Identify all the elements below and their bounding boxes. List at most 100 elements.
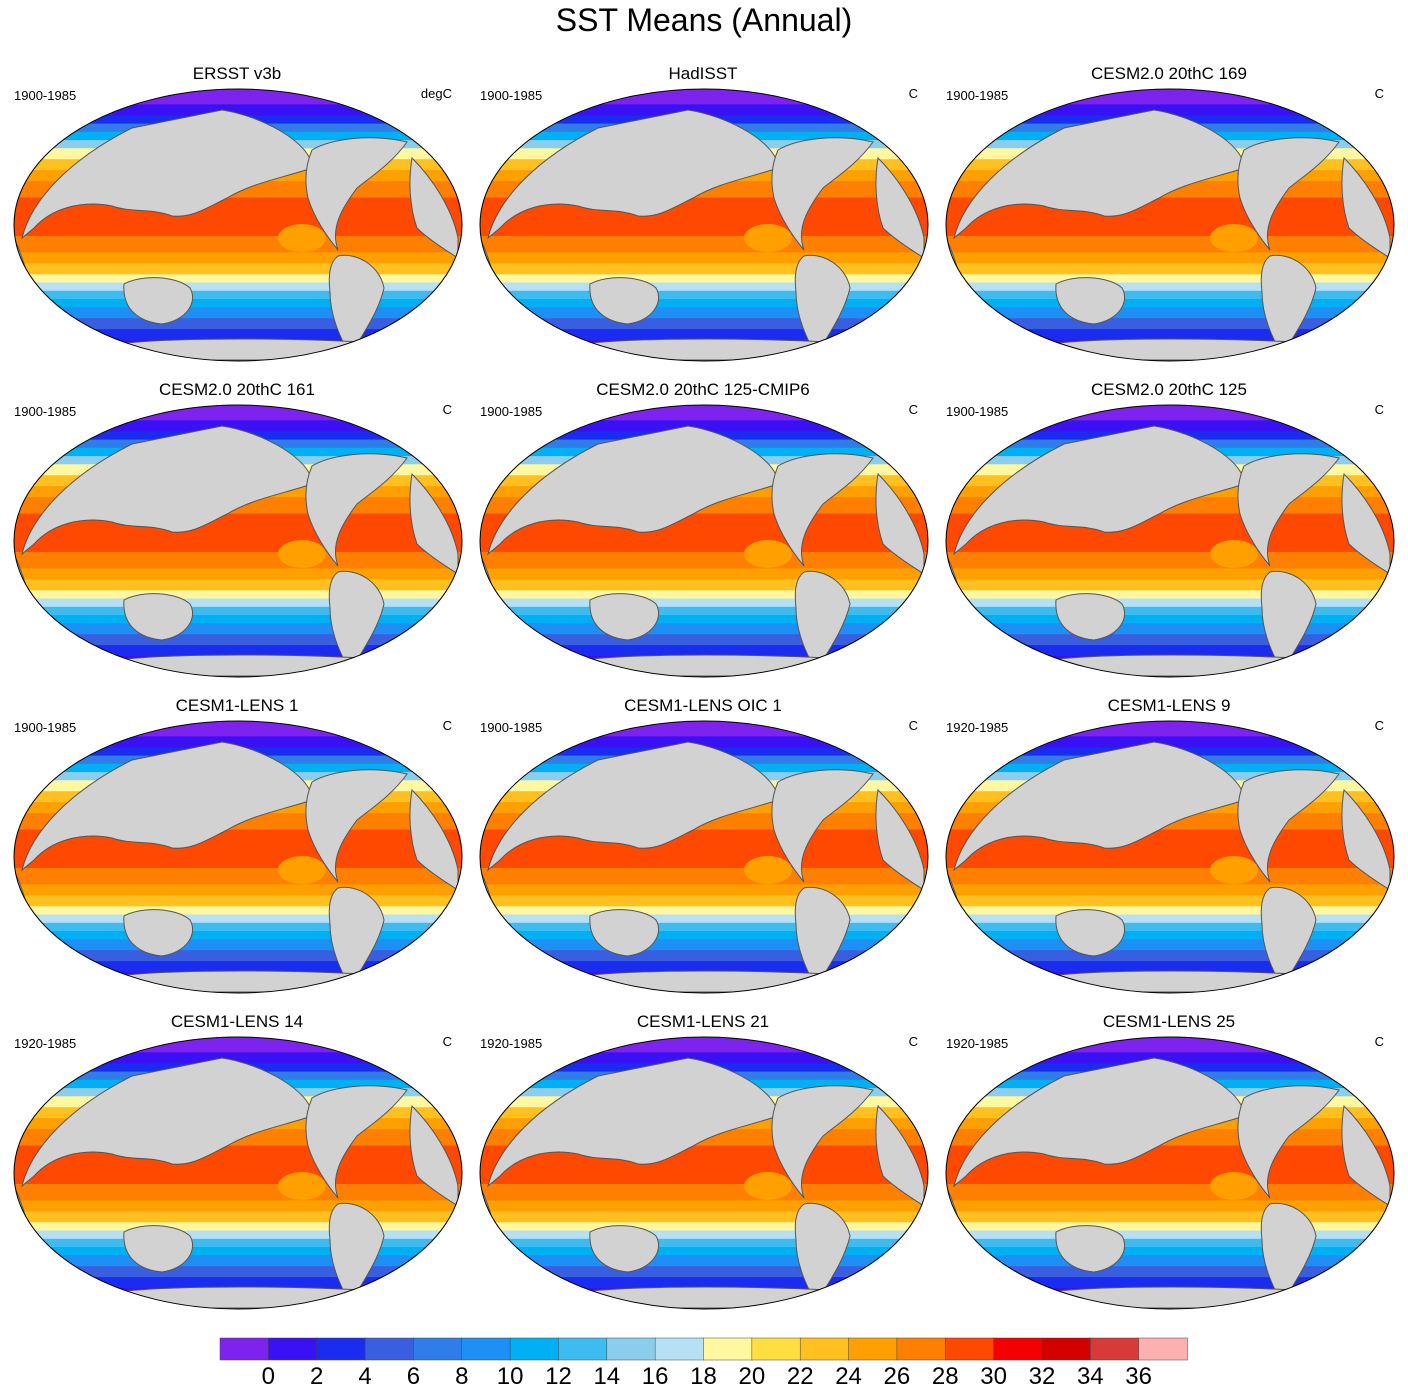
colorbar-swatch — [461, 1337, 511, 1361]
sst-band — [946, 1184, 1394, 1201]
sst-band — [14, 307, 462, 319]
sst-band — [946, 922, 1394, 932]
sst-band — [14, 290, 462, 300]
sst-band — [946, 931, 1394, 940]
landmass — [487, 1057, 779, 1188]
sst-band — [946, 290, 1394, 300]
colorbar-label: 8 — [455, 1363, 468, 1390]
panel-units: C — [908, 86, 918, 101]
colorbar-swatch — [1041, 1337, 1092, 1361]
colorbar-label: 20 — [738, 1363, 765, 1390]
sst-band — [14, 961, 462, 973]
map-panel: CESM2.0 20thC 161 1900-1985 C — [4, 380, 470, 696]
panel-period: 1900-1985 — [480, 720, 543, 735]
landmass — [123, 593, 194, 641]
panel-period: 1900-1985 — [14, 404, 77, 419]
landmass — [1237, 1085, 1340, 1199]
colorbar-swatch — [1138, 1337, 1188, 1361]
sst-band — [946, 568, 1394, 580]
sst-band — [480, 263, 928, 275]
page-title: SST Means (Annual) — [555, 2, 853, 38]
sst-band — [480, 1277, 928, 1289]
colorbar-label: 2 — [310, 1363, 323, 1390]
map-panel: HadISST 1900-1985 C — [470, 64, 936, 380]
sst-band — [946, 252, 1394, 264]
landmass — [409, 1104, 459, 1207]
sst-band — [14, 263, 462, 275]
sst-band — [946, 274, 1394, 284]
cold-tongue — [744, 224, 792, 252]
colorbar-label: 16 — [642, 1363, 669, 1390]
sst-band — [946, 552, 1394, 569]
landmass — [1032, 1286, 1326, 1309]
colorbar-label: 12 — [545, 1363, 572, 1390]
landmass — [487, 109, 779, 240]
cold-tongue — [1210, 540, 1258, 568]
sst-band — [946, 884, 1394, 896]
sst-band — [480, 895, 928, 907]
sst-band — [946, 1052, 1394, 1064]
colorbar-swatch — [993, 1337, 1043, 1361]
sst-band — [14, 922, 462, 932]
landmass — [1032, 970, 1326, 993]
sst-band — [480, 236, 928, 253]
cold-tongue — [1210, 856, 1258, 884]
sst-band — [14, 1222, 462, 1232]
sst-band — [480, 645, 928, 657]
sst-map — [479, 1036, 929, 1310]
sst-band — [946, 1255, 1394, 1267]
sst-band — [14, 236, 462, 253]
sst-band — [480, 1266, 928, 1278]
warm-pool — [52, 1144, 272, 1184]
sst-band — [14, 736, 462, 748]
colorbar-label: 22 — [787, 1363, 814, 1390]
landmass — [409, 788, 459, 891]
sst-band — [14, 104, 462, 116]
sst-band — [14, 329, 462, 341]
sst-band — [14, 939, 462, 951]
sst-band — [946, 623, 1394, 635]
sst-band — [14, 634, 462, 646]
map-panel: CESM1-LENS 21 1920-1985 C — [470, 1012, 936, 1328]
landmass — [953, 425, 1245, 556]
colorbar-label: 28 — [932, 1363, 959, 1390]
warm-pool — [984, 196, 1204, 236]
sst-band — [946, 1037, 1394, 1053]
colorbar-swatch — [268, 1337, 318, 1361]
map-panel: CESM2.0 20thC 125 1900-1985 C — [936, 380, 1402, 696]
sst-band — [14, 282, 462, 292]
sst-band — [946, 1266, 1394, 1278]
sst-band — [480, 1247, 928, 1256]
warm-pool — [518, 512, 738, 552]
panel-units: C — [1374, 718, 1384, 733]
colorbar-swatch — [703, 1337, 753, 1361]
sst-band — [14, 931, 462, 940]
sst-band — [946, 104, 1394, 116]
cold-tongue — [744, 1172, 792, 1200]
colorbar-label: 26 — [884, 1363, 911, 1390]
sst-band — [14, 274, 462, 284]
landmass — [953, 109, 1245, 240]
sst-band — [480, 868, 928, 885]
landmass — [305, 453, 408, 567]
landmass — [566, 970, 860, 993]
sst-band — [946, 1247, 1394, 1256]
panel-units: C — [442, 718, 452, 733]
landmass — [953, 741, 1245, 872]
landmass — [21, 109, 313, 240]
cold-tongue — [278, 224, 326, 252]
sst-band — [946, 318, 1394, 330]
sst-band — [14, 1211, 462, 1223]
sst-band — [480, 1211, 928, 1223]
landmass — [875, 156, 925, 259]
colorbar: 0 2 4 6 8 10 12 14 16 18 20 22 24 26 28 30 32 34 36 — [219, 1337, 1188, 1390]
landmass — [123, 1225, 194, 1273]
cold-tongue — [744, 856, 792, 884]
panel-units: C — [1374, 402, 1384, 417]
sst-band — [14, 1255, 462, 1267]
landmass — [123, 277, 194, 325]
landmass — [305, 769, 408, 883]
panel-period: 1900-1985 — [14, 720, 77, 735]
sst-band — [14, 252, 462, 264]
sst-band — [480, 931, 928, 940]
